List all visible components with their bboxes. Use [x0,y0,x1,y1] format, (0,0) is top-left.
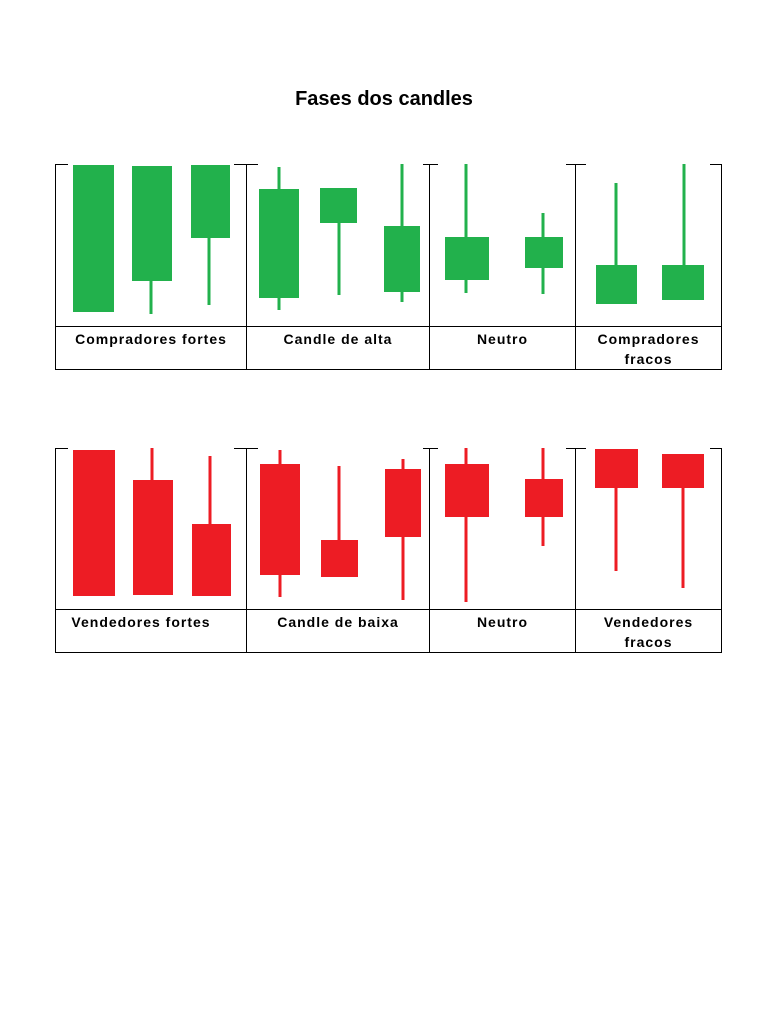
page-title: Fases dos candles [295,88,473,110]
cell-label: Compradores fortes [75,331,227,347]
green-candles [73,164,704,314]
cell-label: Candle de baixa [277,614,399,630]
table-borders [55,164,722,653]
cell-label: Neutro [476,614,529,630]
cell-label: Candle de alta [283,331,393,347]
cell-label: Vendedores fracos [603,614,694,650]
cell-label: Neutro [476,331,529,347]
red-candles [73,448,704,602]
cell-label: Vendedores fortes [71,614,211,630]
cell-label: Compradores fracos [597,331,700,367]
